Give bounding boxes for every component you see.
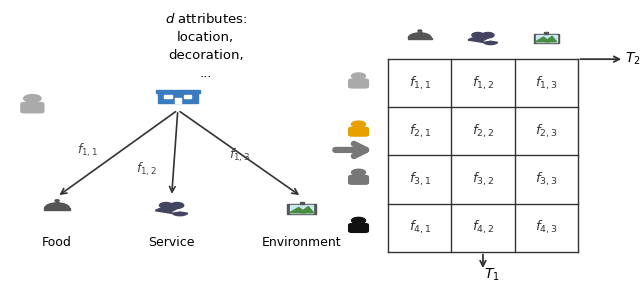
Circle shape: [171, 203, 184, 208]
Bar: [287, 204, 316, 214]
Circle shape: [418, 30, 422, 32]
Text: $f_{3,1}$: $f_{3,1}$: [409, 171, 431, 188]
Polygon shape: [536, 37, 550, 42]
Text: $f_{1,2}$: $f_{1,2}$: [472, 75, 494, 92]
Circle shape: [351, 169, 365, 176]
Wedge shape: [45, 203, 70, 208]
Circle shape: [351, 73, 365, 79]
Circle shape: [351, 217, 365, 224]
Circle shape: [24, 95, 41, 102]
Bar: [300, 202, 303, 204]
Bar: [175, 98, 181, 103]
Bar: [534, 34, 559, 43]
Polygon shape: [474, 36, 492, 41]
Wedge shape: [172, 212, 188, 216]
Text: $f_{4,1}$: $f_{4,1}$: [409, 219, 431, 236]
Text: $f_{3,2}$: $f_{3,2}$: [472, 171, 494, 188]
Circle shape: [55, 200, 59, 201]
Text: $f_{1,1}$: $f_{1,1}$: [409, 75, 431, 92]
Text: Service: Service: [148, 236, 195, 249]
Text: Environment: Environment: [262, 236, 341, 249]
FancyBboxPatch shape: [349, 224, 369, 232]
Polygon shape: [290, 207, 306, 213]
Text: $f_{1,3}$: $f_{1,3}$: [229, 147, 250, 164]
Wedge shape: [156, 208, 172, 213]
Circle shape: [351, 121, 365, 127]
Text: $f_{4,3}$: $f_{4,3}$: [535, 219, 557, 236]
Circle shape: [482, 32, 494, 38]
Text: $f_{1,3}$: $f_{1,3}$: [535, 75, 557, 92]
Polygon shape: [300, 207, 314, 213]
Wedge shape: [483, 41, 498, 44]
Text: $f_{2,2}$: $f_{2,2}$: [472, 123, 494, 140]
Bar: [164, 95, 172, 98]
Bar: [184, 95, 191, 98]
Wedge shape: [408, 33, 431, 38]
Text: Food: Food: [42, 236, 72, 249]
Text: $d$ attributes:
location,
decoration,
...: $d$ attributes: location, decoration, ..…: [164, 12, 247, 80]
Text: $T_1$: $T_1$: [484, 267, 500, 283]
Bar: [44, 208, 70, 210]
Text: $f_{2,3}$: $f_{2,3}$: [535, 123, 557, 140]
Bar: [56, 201, 58, 203]
Bar: [408, 38, 432, 39]
Text: $f_{1,1}$: $f_{1,1}$: [77, 141, 99, 159]
Text: $f_{2,1}$: $f_{2,1}$: [409, 123, 431, 140]
Text: $f_{4,2}$: $f_{4,2}$: [472, 219, 494, 236]
Polygon shape: [162, 206, 181, 211]
Wedge shape: [468, 38, 483, 42]
FancyBboxPatch shape: [349, 127, 369, 136]
FancyBboxPatch shape: [21, 103, 44, 113]
Circle shape: [472, 32, 484, 38]
Bar: [158, 93, 198, 103]
Text: $T_2$: $T_2$: [625, 51, 640, 67]
Bar: [290, 205, 314, 213]
Text: $f_{3,3}$: $f_{3,3}$: [535, 171, 557, 188]
Polygon shape: [545, 36, 557, 42]
Bar: [536, 35, 557, 42]
FancyBboxPatch shape: [349, 79, 369, 88]
FancyBboxPatch shape: [349, 176, 369, 184]
Bar: [419, 31, 421, 33]
Bar: [545, 32, 548, 34]
Circle shape: [159, 203, 173, 208]
Text: $f_{1,2}$: $f_{1,2}$: [136, 160, 157, 178]
Bar: [156, 90, 200, 93]
